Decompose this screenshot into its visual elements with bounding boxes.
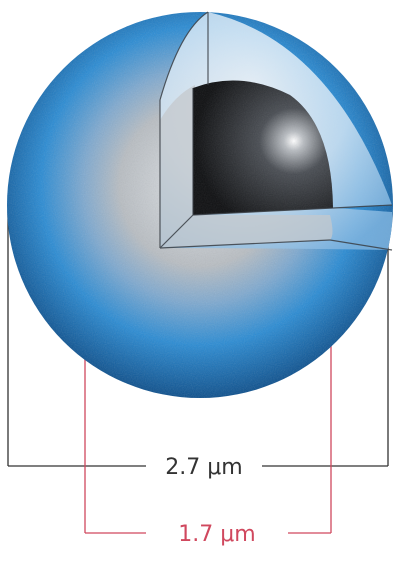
sphere [7,12,393,398]
cutaway-section [160,12,392,250]
outer-dimension-label: 2.7 μm [165,455,242,480]
inner-dimension-label: 1.7 μm [178,522,255,547]
